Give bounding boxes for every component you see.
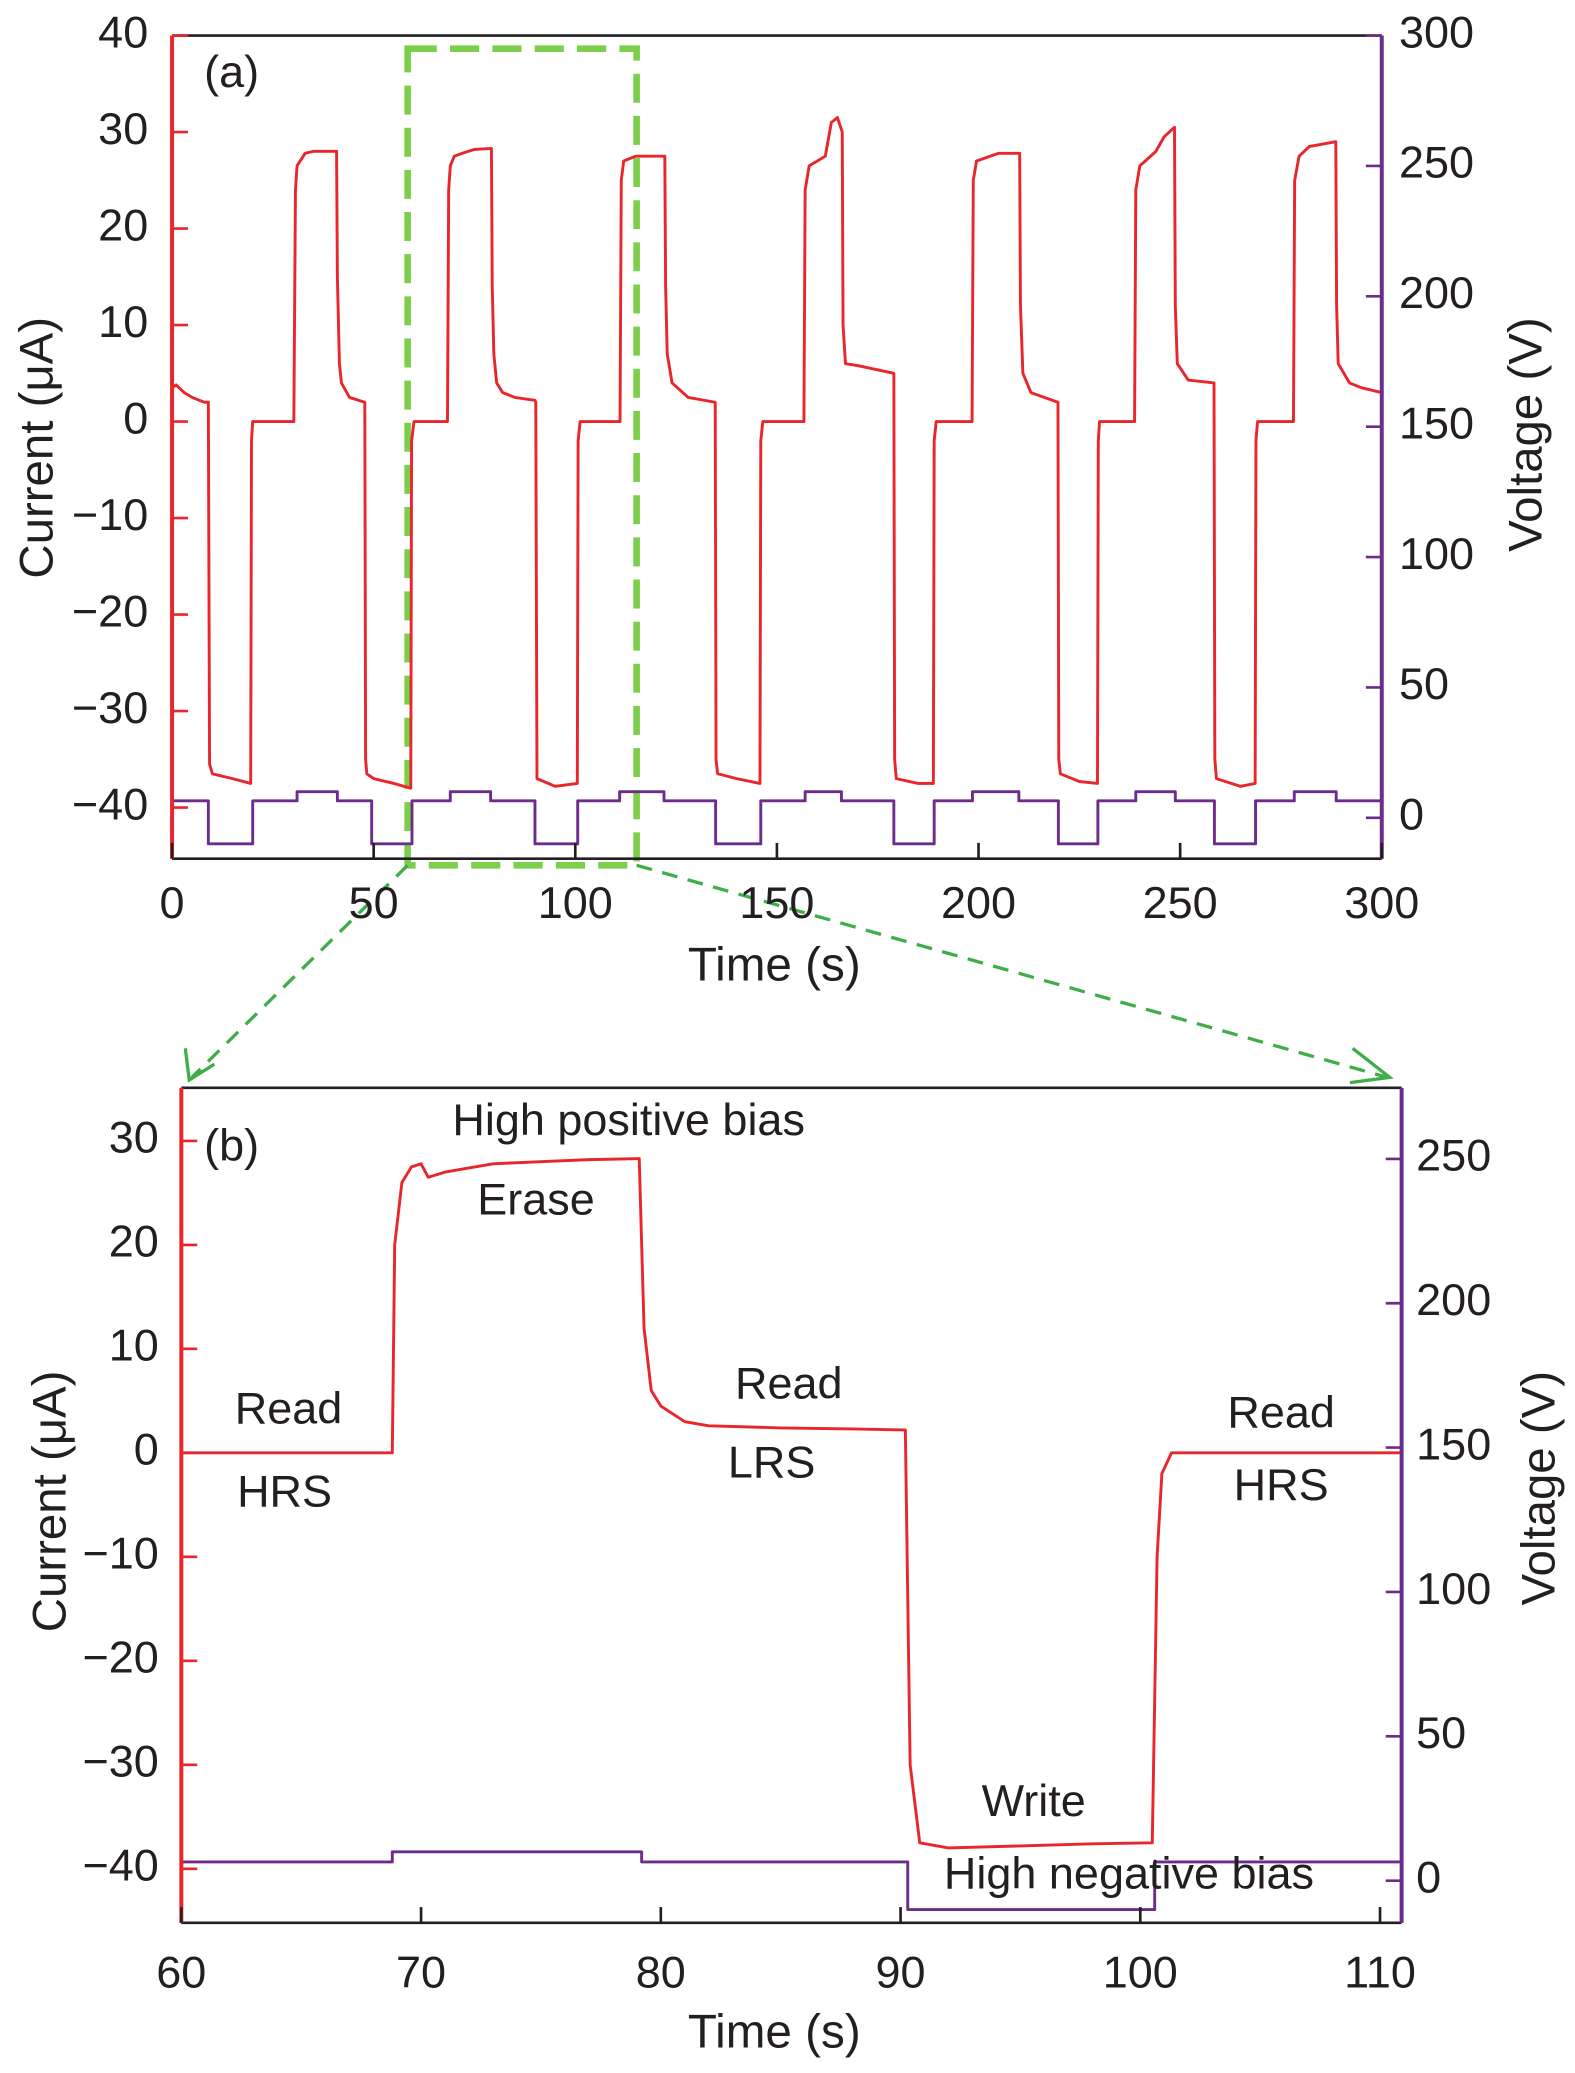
x-tick-label: 100 [538,877,613,928]
annotation: Read [1227,1387,1335,1438]
y2-tick-label: 100 [1399,528,1474,579]
y-tick-label: 10 [98,296,148,347]
y-tick-label: 30 [98,103,148,154]
x-tick-label: 300 [1344,877,1419,928]
arrow-head [183,1048,216,1083]
arrow-head [1349,1047,1394,1085]
x-tick-label: 90 [876,1946,926,1997]
y2-tick-label: 0 [1399,789,1424,840]
y2-tick-label: 50 [1399,658,1449,709]
y2-axis-label: Voltage (V) [1499,317,1552,551]
y2-tick-label: 150 [1399,398,1474,449]
y2-tick-label: 0 [1416,1852,1441,1903]
y2-tick-label: 150 [1416,1419,1491,1470]
y2-tick-label: 200 [1416,1274,1491,1325]
annotation: HRS [1234,1459,1329,1510]
data-line [172,790,1382,846]
x-tick-label: 50 [349,877,399,928]
y-tick-label: 0 [134,1424,159,1475]
y-tick-label: −30 [83,1736,159,1787]
y-axis-label: Current (μA) [23,1371,76,1633]
y-tick-label: −20 [83,1632,159,1683]
annotation: Write [982,1775,1086,1826]
y-tick-label: 20 [109,1216,159,1267]
y-tick-label: 10 [109,1320,159,1371]
x-tick-label: 150 [739,877,814,928]
y-tick-label: −40 [83,1840,159,1891]
y2-axis-label: Voltage (V) [1512,1371,1565,1605]
y-tick-label: −30 [72,682,148,733]
y-tick-label: 20 [98,199,148,250]
zoom-box [404,45,640,869]
x-tick-label: 250 [1143,877,1218,928]
y-tick-label: 0 [123,392,148,443]
annotation: High positive bias [452,1094,805,1145]
y2-tick-label: 50 [1416,1707,1466,1758]
x-axis-label: Time (s) [688,2005,861,2058]
annotation: Erase [477,1173,595,1224]
y-axis-label: Current (μA) [10,317,63,579]
data-line [172,116,1382,790]
y2-tick-label: 200 [1399,267,1474,318]
y2-tick-label: 250 [1416,1130,1491,1181]
panel-label: (b) [204,1119,259,1170]
y2-tick-label: 300 [1399,6,1474,57]
x-tick-label: 0 [160,877,185,928]
annotation: Read [735,1358,843,1409]
annotation: Read [235,1383,343,1434]
zoom-arrow [190,864,409,1079]
y-tick-label: −10 [83,1528,159,1579]
y-tick-label: −10 [72,489,148,540]
y-tick-label: 40 [98,6,148,57]
panel-label: (a) [204,46,259,97]
x-tick-label: 80 [636,1946,686,1997]
x-axis-label: Time (s) [688,939,861,992]
x-tick-label: 200 [941,877,1016,928]
x-tick-label: 110 [1344,1946,1416,1997]
y-tick-label: −20 [72,585,148,636]
y2-tick-label: 250 [1399,137,1474,188]
annotation: LRS [728,1437,816,1488]
data-line [181,1157,1402,1850]
x-tick-label: 70 [396,1946,446,1997]
data-line [181,1850,1402,1912]
x-tick-label: 100 [1103,1946,1178,1997]
zoom-arrow [636,863,1388,1079]
y-tick-label: 30 [109,1112,159,1163]
annotation: HRS [237,1466,332,1517]
y2-tick-label: 100 [1416,1563,1491,1614]
annotation: High negative bias [944,1848,1314,1899]
x-tick-label: 60 [156,1946,206,1997]
y-tick-label: −40 [72,778,148,829]
